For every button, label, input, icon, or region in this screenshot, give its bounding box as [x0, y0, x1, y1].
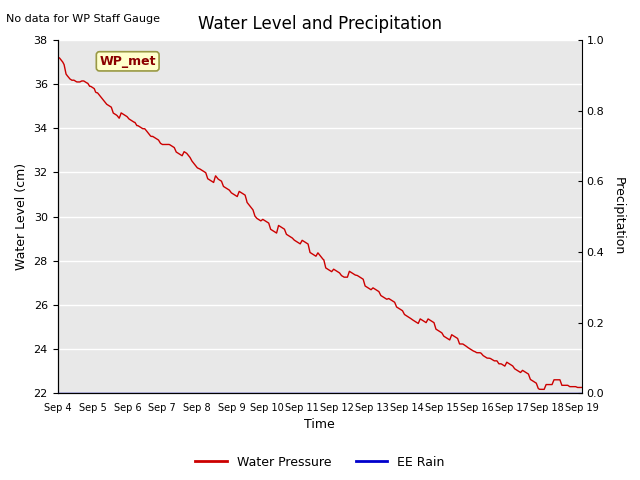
Text: WP_met: WP_met — [99, 55, 156, 68]
Y-axis label: Precipitation: Precipitation — [612, 178, 625, 256]
Y-axis label: Water Level (cm): Water Level (cm) — [15, 163, 28, 270]
Legend: Water Pressure, EE Rain: Water Pressure, EE Rain — [190, 451, 450, 474]
Title: Water Level and Precipitation: Water Level and Precipitation — [198, 15, 442, 33]
Text: No data for WP Staff Gauge: No data for WP Staff Gauge — [6, 14, 161, 24]
X-axis label: Time: Time — [304, 419, 335, 432]
